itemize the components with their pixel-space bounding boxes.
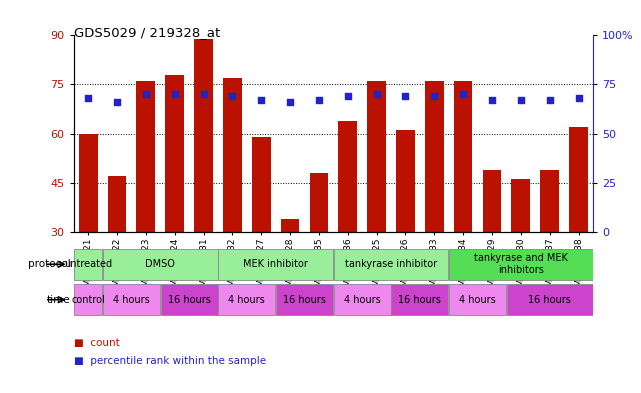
Point	[545, 97, 555, 103]
Text: GDS5029 / 219328_at: GDS5029 / 219328_at	[74, 26, 220, 39]
Bar	[569, 127, 588, 330]
Point	[228, 93, 238, 99]
Bar	[108, 176, 126, 330]
Bar	[103, 284, 160, 315]
Bar	[79, 134, 97, 330]
Bar	[396, 130, 415, 330]
Point	[515, 97, 526, 103]
Text: time: time	[47, 295, 71, 305]
Bar	[218, 249, 333, 280]
Bar	[338, 121, 357, 330]
Text: untreated: untreated	[64, 259, 112, 269]
Text: ■  percentile rank within the sample: ■ percentile rank within the sample	[74, 356, 266, 365]
Bar	[194, 39, 213, 330]
Bar	[367, 81, 386, 330]
Point	[112, 99, 122, 105]
Point	[199, 91, 209, 97]
Point	[140, 91, 151, 97]
Bar	[160, 284, 218, 315]
Bar	[483, 170, 501, 330]
Bar	[512, 180, 530, 330]
Bar	[281, 219, 299, 330]
Bar	[391, 284, 449, 315]
Bar	[449, 249, 593, 280]
Point	[314, 97, 324, 103]
Text: control: control	[71, 295, 105, 305]
Point	[487, 97, 497, 103]
Point	[372, 91, 382, 97]
Point	[400, 93, 410, 99]
Bar	[449, 284, 506, 315]
Bar	[310, 173, 328, 330]
Bar	[506, 284, 593, 315]
Text: ■  count: ■ count	[74, 338, 119, 348]
Text: MEK inhibitor: MEK inhibitor	[243, 259, 308, 269]
Text: DMSO: DMSO	[146, 259, 175, 269]
Text: tankyrase and MEK
inhibitors: tankyrase and MEK inhibitors	[474, 253, 568, 275]
Bar	[74, 249, 103, 280]
Text: 4 hours: 4 hours	[344, 295, 381, 305]
Text: 16 hours: 16 hours	[168, 295, 210, 305]
Bar	[540, 170, 559, 330]
Text: tankyrase inhibitor: tankyrase inhibitor	[345, 259, 437, 269]
Text: protocol: protocol	[28, 259, 71, 269]
Bar	[276, 284, 333, 315]
Bar	[223, 78, 242, 330]
Point	[429, 93, 440, 99]
Bar	[74, 284, 103, 315]
Point	[256, 97, 267, 103]
Bar	[333, 249, 449, 280]
Text: 16 hours: 16 hours	[399, 295, 441, 305]
Bar	[425, 81, 444, 330]
Bar	[454, 81, 472, 330]
Bar	[218, 284, 276, 315]
Point	[169, 91, 179, 97]
Bar	[137, 81, 155, 330]
Bar	[252, 137, 271, 330]
Text: 4 hours: 4 hours	[228, 295, 265, 305]
Bar	[333, 284, 391, 315]
Point	[574, 95, 584, 101]
Text: 16 hours: 16 hours	[528, 295, 571, 305]
Text: 16 hours: 16 hours	[283, 295, 326, 305]
Text: 4 hours: 4 hours	[459, 295, 496, 305]
Point	[342, 93, 353, 99]
Bar	[165, 75, 184, 330]
Point	[83, 95, 94, 101]
Point	[285, 99, 295, 105]
Bar	[103, 249, 218, 280]
Point	[458, 91, 468, 97]
Text: 4 hours: 4 hours	[113, 295, 150, 305]
